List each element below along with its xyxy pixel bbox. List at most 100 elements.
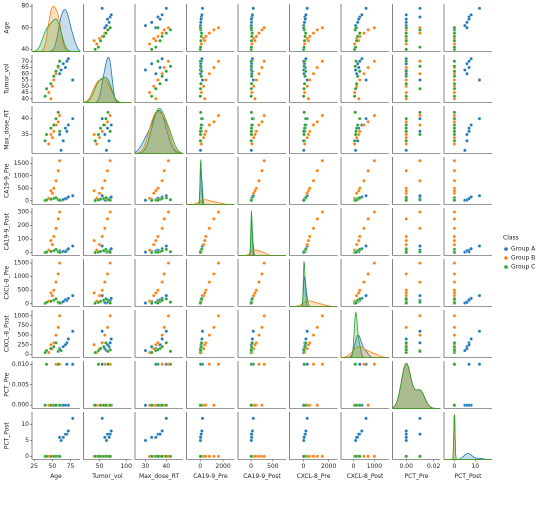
point	[311, 123, 316, 127]
point	[106, 362, 110, 367]
point	[303, 74, 307, 79]
point	[92, 343, 96, 347]
point	[262, 59, 266, 64]
point	[98, 38, 103, 43]
point	[418, 333, 422, 337]
point	[302, 348, 306, 352]
point	[198, 132, 203, 137]
point	[452, 348, 457, 352]
point	[306, 238, 311, 243]
point	[477, 244, 482, 248]
legend-label: Group B	[511, 255, 535, 262]
y-tick-label: 35	[21, 131, 29, 138]
point	[56, 120, 60, 124]
point	[465, 25, 469, 30]
point	[463, 68, 467, 72]
point	[251, 416, 256, 421]
point	[57, 435, 62, 440]
point	[303, 31, 308, 35]
point	[166, 158, 171, 163]
point	[98, 403, 103, 407]
point	[467, 249, 471, 254]
point	[249, 59, 254, 64]
point	[305, 84, 309, 89]
point	[452, 94, 457, 99]
point	[57, 210, 62, 214]
x-tick-label: 0	[352, 463, 356, 470]
point	[257, 280, 261, 284]
point	[66, 296, 71, 301]
point	[154, 72, 158, 76]
y-tick-label: 40	[21, 115, 29, 122]
point	[203, 454, 207, 459]
point	[52, 78, 56, 82]
point	[98, 346, 103, 351]
point	[207, 280, 212, 284]
point	[97, 191, 102, 195]
point	[49, 238, 53, 243]
point	[303, 116, 308, 121]
point	[49, 454, 53, 459]
point	[404, 297, 408, 301]
point	[452, 333, 457, 337]
point	[302, 129, 306, 134]
legend-label: Group A	[511, 246, 536, 253]
point	[364, 244, 368, 248]
point	[355, 123, 360, 127]
y-tick-label: 10	[21, 421, 29, 428]
point	[160, 178, 164, 183]
point	[452, 362, 457, 367]
point	[96, 132, 101, 137]
point	[168, 64, 173, 69]
point	[452, 217, 457, 221]
point	[465, 72, 469, 76]
x-tick-label: 50	[96, 463, 104, 470]
y-axis-label: Age	[4, 22, 11, 34]
point	[452, 272, 457, 276]
point	[467, 343, 471, 347]
point	[216, 59, 221, 64]
point	[156, 15, 160, 19]
point	[56, 64, 60, 69]
point	[452, 82, 457, 86]
point	[352, 42, 357, 46]
point	[160, 344, 164, 349]
point	[212, 325, 216, 330]
point	[404, 337, 408, 341]
point	[63, 196, 68, 201]
point	[250, 90, 254, 95]
point	[203, 38, 207, 43]
point	[106, 28, 110, 32]
point	[203, 291, 207, 295]
point	[166, 25, 171, 30]
point	[143, 68, 148, 72]
x-tick-label: 0.00	[400, 463, 414, 470]
point	[358, 297, 362, 301]
x-axis-label: PCT_Pre	[404, 473, 428, 480]
point	[362, 178, 366, 183]
point	[198, 94, 203, 99]
point	[70, 416, 75, 421]
point	[404, 74, 408, 79]
point	[160, 333, 164, 337]
point	[354, 135, 359, 140]
point	[109, 337, 113, 341]
point	[249, 123, 254, 127]
point	[404, 82, 408, 86]
point	[372, 261, 377, 265]
point	[66, 403, 71, 407]
point	[109, 195, 113, 199]
point	[198, 64, 203, 69]
point	[49, 249, 53, 254]
point	[54, 247, 58, 252]
point	[149, 403, 154, 407]
point	[160, 298, 164, 303]
point	[61, 435, 66, 440]
y-tick-label: 5	[25, 437, 29, 444]
point	[467, 297, 471, 302]
point	[249, 435, 254, 440]
point	[143, 438, 148, 443]
point	[149, 198, 154, 203]
point	[65, 362, 69, 367]
point	[418, 113, 422, 118]
